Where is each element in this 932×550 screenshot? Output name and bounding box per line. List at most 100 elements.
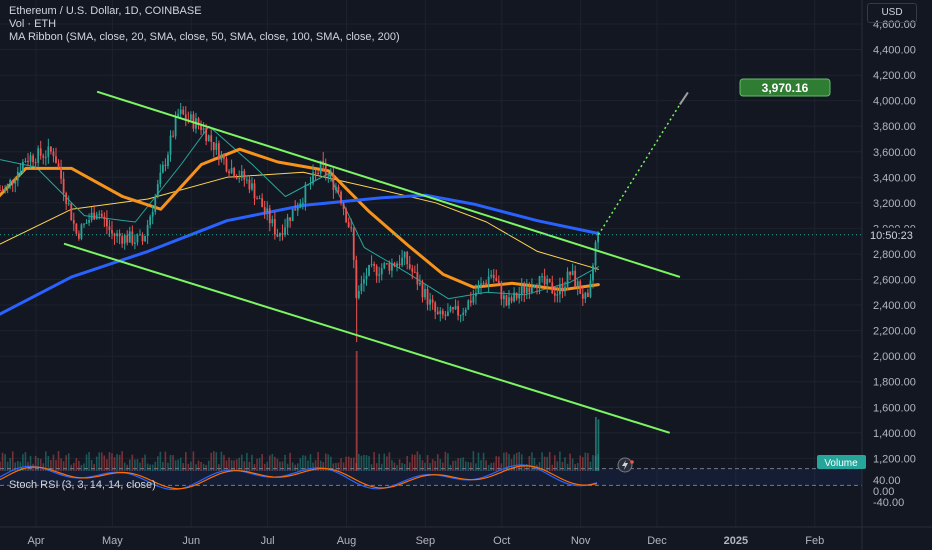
y-tick-label: 1,800.00 (873, 377, 916, 389)
volume-bar (37, 458, 39, 471)
candle (513, 292, 515, 302)
volume-bar (526, 463, 528, 471)
volume-bar (358, 453, 360, 471)
volume-bar (266, 461, 269, 471)
volume-bar (528, 456, 531, 471)
candle (360, 283, 363, 292)
candle (452, 307, 454, 310)
candle (88, 220, 90, 223)
candle (70, 203, 73, 221)
candle (248, 179, 251, 190)
symbol-title[interactable]: Ethereum / U.S. Dollar, 1D, COINBASE (9, 5, 202, 17)
volume-bar (533, 457, 536, 471)
candle (182, 109, 185, 115)
volume-bars (0, 351, 600, 471)
volume-bar (475, 463, 477, 471)
volume-tag-label: Volume (824, 458, 858, 469)
volume-bar (548, 451, 551, 471)
stoch-tick-label: 40.00 (873, 475, 901, 487)
candle (482, 282, 485, 284)
currency-button[interactable]: USD (867, 3, 917, 23)
candle (525, 287, 528, 294)
ma-50-line (0, 147, 600, 292)
candle (151, 211, 154, 217)
y-tick-label: 3,200.00 (873, 198, 916, 210)
volume-bar (347, 456, 350, 471)
candle (228, 171, 230, 174)
candle (164, 164, 167, 166)
volume-bar (67, 453, 70, 471)
volume-bar (6, 461, 9, 471)
stoch-rsi-legend[interactable]: Stoch RSI (3, 3, 14, 14, close) (9, 479, 156, 491)
volume-legend[interactable]: Vol · ETH (9, 18, 57, 30)
candle (342, 203, 345, 210)
candle (373, 264, 376, 267)
volume-bar (248, 461, 251, 471)
candle (276, 234, 279, 237)
volume-bar (243, 461, 246, 471)
volume-bar (258, 458, 261, 471)
candle (541, 276, 543, 278)
volume-spike (355, 351, 358, 471)
volume-bar (401, 462, 403, 471)
volume-bar (212, 451, 215, 471)
candle (286, 217, 289, 228)
candle (184, 114, 187, 120)
x-tick-label: Dec (647, 535, 667, 547)
x-tick-label: 2025 (724, 535, 748, 547)
volume-bar (65, 455, 67, 471)
volume-bar (240, 454, 243, 471)
candle (144, 235, 146, 242)
volume-bar (312, 462, 314, 471)
time-axis[interactable]: Apr May Jun Jul Aug Sep Oct Nov Dec 2025 Feb (0, 526, 932, 547)
volume-bar (286, 463, 289, 471)
candle (436, 311, 439, 315)
candle (398, 263, 401, 266)
volume-bar (159, 451, 162, 471)
y-tick-label: 4,000.00 (873, 96, 916, 108)
candle (314, 172, 317, 174)
volume-bar (340, 458, 342, 471)
channel-lines[interactable] (63, 90, 681, 434)
candle (319, 160, 322, 174)
volume-bar (34, 455, 37, 471)
candle (350, 227, 353, 229)
volume-bar (174, 460, 177, 471)
candle (225, 158, 228, 172)
volume-bar (452, 460, 454, 471)
volume-bar (220, 451, 223, 471)
candle (340, 191, 342, 204)
volume-bar (106, 459, 108, 471)
candle (291, 209, 294, 222)
volume-bar (551, 464, 554, 471)
volume-bar (162, 462, 164, 471)
volume-bar (480, 460, 482, 471)
candle (528, 287, 531, 293)
candle (309, 183, 312, 185)
volume-bar (556, 461, 559, 471)
volume-bar (378, 453, 381, 471)
candle (569, 271, 571, 275)
volume-bar (411, 454, 414, 471)
ma-ribbon-legend[interactable]: MA Ribbon (SMA, close, 20, SMA, close, 5… (9, 31, 400, 43)
candle (467, 300, 470, 310)
candle (551, 282, 554, 294)
volume-bar (543, 456, 546, 471)
candle (113, 233, 116, 237)
candle (39, 148, 42, 156)
candle (566, 271, 569, 287)
volume-bar (154, 461, 157, 471)
target-projection-line (597, 104, 681, 236)
y-tick-label: 2,400.00 (873, 300, 916, 312)
candle (103, 216, 106, 219)
candle (586, 292, 589, 298)
target-tag-label: 3,970.16 (762, 81, 809, 95)
candle (383, 263, 386, 269)
volume-bar (482, 452, 485, 471)
candle (401, 257, 404, 266)
y-tick-label: 3,800.00 (873, 121, 916, 133)
volume-bar (360, 455, 363, 471)
candle (477, 286, 480, 294)
candle (299, 203, 302, 208)
